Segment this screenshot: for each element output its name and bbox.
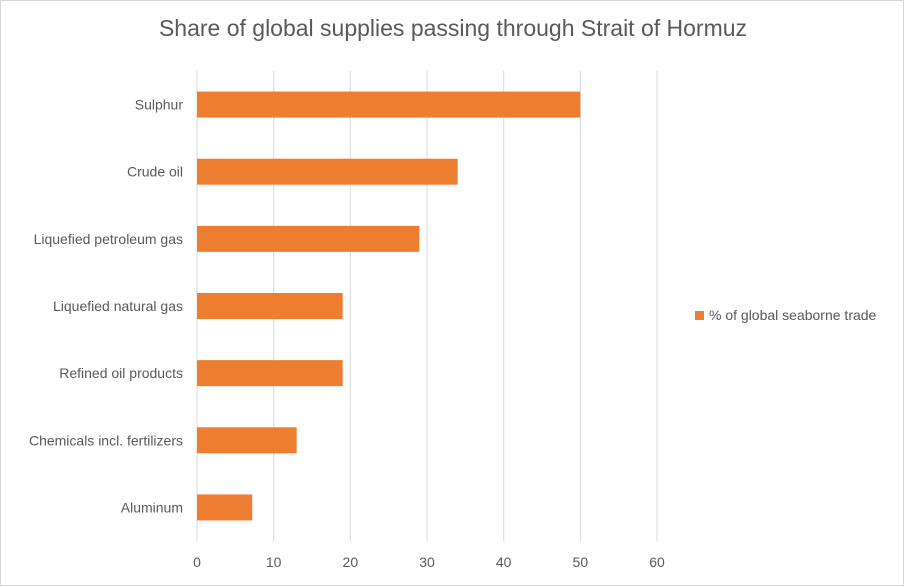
bar-aluminum bbox=[197, 494, 253, 521]
category-label: Sulphur bbox=[135, 97, 184, 113]
category-label: Aluminum bbox=[121, 499, 183, 515]
category-label: Crude oil bbox=[127, 164, 183, 180]
bar-refined-oil-products bbox=[197, 360, 343, 387]
x-tick-label: 40 bbox=[496, 554, 512, 570]
category-label: Chemicals incl. fertilizers bbox=[29, 432, 183, 448]
x-tick-label: 30 bbox=[419, 554, 435, 570]
x-tick-label: 10 bbox=[266, 554, 282, 570]
chart-title: Share of global supplies passing through… bbox=[158, 15, 748, 41]
x-tick-label: 60 bbox=[649, 554, 665, 570]
category-label: Liquefied petroleum gas bbox=[34, 231, 183, 247]
legend-label: % of global seaborne trade bbox=[709, 307, 877, 323]
bar-liquefied-natural-gas bbox=[197, 293, 343, 319]
bar-liquefied-petroleum-gas bbox=[197, 225, 420, 252]
category-label: Refined oil products bbox=[59, 365, 183, 381]
x-tick-label: 20 bbox=[343, 554, 359, 570]
legend-swatch bbox=[695, 311, 704, 320]
x-tick-label: 0 bbox=[193, 554, 201, 570]
category-label: Liquefied natural gas bbox=[53, 298, 183, 314]
bar-sulphur bbox=[197, 91, 581, 118]
x-tick-label: 50 bbox=[573, 554, 589, 570]
bar-crude-oil bbox=[197, 158, 458, 185]
bar-chemicals-incl-fertilizers bbox=[197, 427, 297, 454]
